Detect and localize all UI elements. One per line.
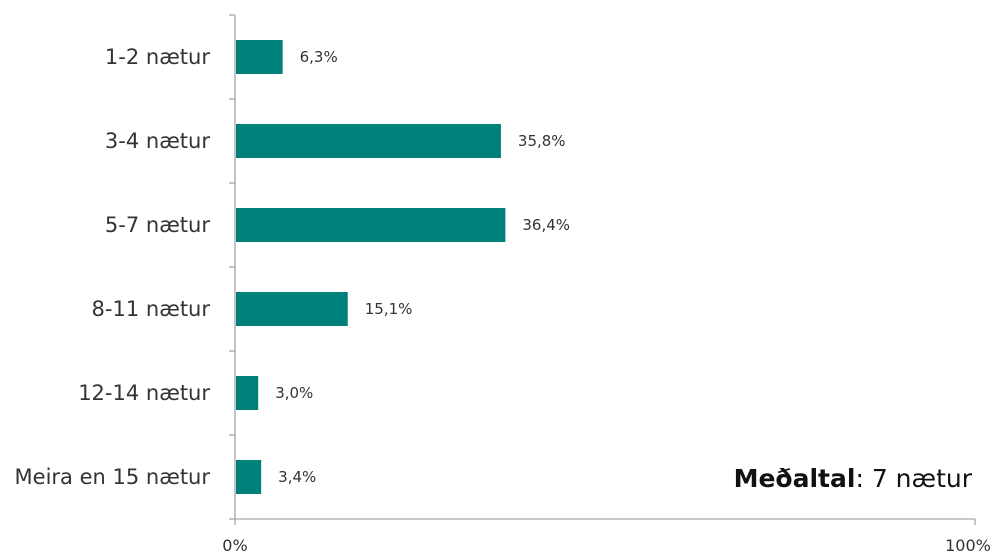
category-label: 1-2 nætur: [105, 45, 210, 69]
bar: [236, 124, 501, 158]
value-label: 3,4%: [278, 468, 316, 486]
x-tick-label: 0%: [222, 536, 247, 555]
value-label: 15,1%: [365, 300, 413, 318]
value-label: 36,4%: [522, 216, 570, 234]
average-annotation: Meðaltal: 7 nætur: [734, 464, 972, 493]
average-label: Meðaltal: [733, 464, 856, 493]
chart-bars: [236, 40, 506, 494]
bar: [236, 376, 259, 410]
category-label: 12-14 nætur: [78, 381, 210, 405]
bar: [236, 40, 283, 74]
category-label: 5-7 nætur: [105, 213, 210, 237]
bar: [236, 208, 506, 242]
average-separator: :: [855, 464, 864, 493]
value-label: 3,0%: [275, 384, 313, 402]
category-label: 8-11 nætur: [92, 297, 211, 321]
category-label: Meira en 15 nætur: [15, 465, 211, 489]
average-value: 7 nætur: [863, 464, 972, 493]
bar: [236, 460, 262, 494]
chart-labels: 1-2 nætur 6,3% 3-4 nætur 35,8% 5-7 nætur 36,4…: [15, 45, 991, 555]
value-label: 6,3%: [300, 48, 338, 66]
chart-axes: [229, 14, 976, 525]
value-label: 35,8%: [518, 132, 566, 150]
x-tick-label: 100%: [945, 536, 991, 555]
bar: [236, 292, 348, 326]
category-label: 3-4 nætur: [105, 129, 210, 153]
